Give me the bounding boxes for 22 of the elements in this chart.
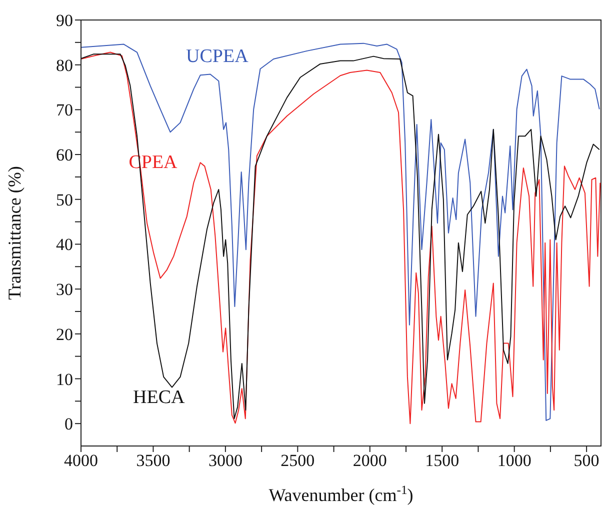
x-tick-label: 3000 <box>208 451 242 470</box>
x-tick-label: 3500 <box>136 451 170 470</box>
series-label: HECA <box>133 387 185 408</box>
y-tick-label: 20 <box>56 324 73 344</box>
y-tick-label: 10 <box>56 370 73 389</box>
x-tick-label: 4000 <box>64 451 98 470</box>
x-tick-label: 500 <box>574 451 600 470</box>
x-tick-label: 2000 <box>352 451 387 470</box>
x-axis-title: Wavenumber (cm$^{-1}$) <box>268 483 414 505</box>
x-tick-label: 1000 <box>497 451 532 470</box>
x-tick-label: 2500 <box>280 451 315 470</box>
y-tick-label: 40 <box>56 235 73 254</box>
y-tick-label: 30 <box>56 280 73 300</box>
series-label: UCPEA <box>186 46 249 67</box>
y-tick-label: 80 <box>56 56 73 75</box>
y-axis-title: Transmittance (%) <box>4 166 24 300</box>
y-tick-label: 0 <box>64 414 73 434</box>
y-tick-label: 60 <box>56 146 73 165</box>
y-tick-label: 90 <box>56 11 73 30</box>
y-tick-label: 50 <box>56 190 73 210</box>
x-tick-label: 1500 <box>425 451 460 470</box>
y-tick-label: 70 <box>56 100 73 120</box>
